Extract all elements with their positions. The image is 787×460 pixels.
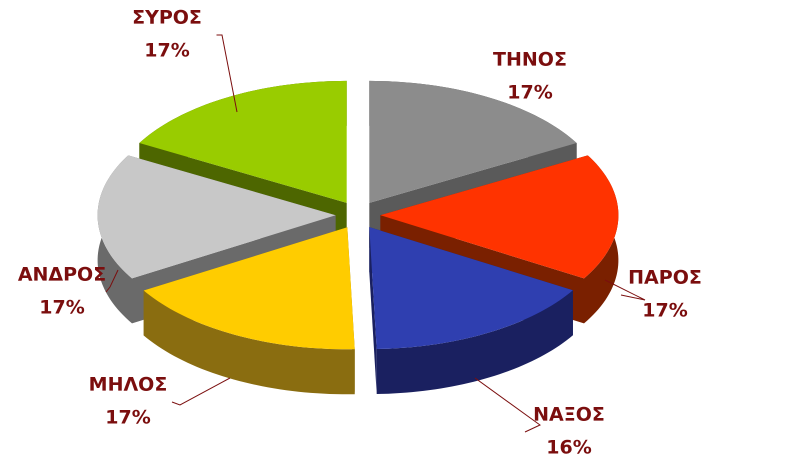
leader-line bbox=[105, 269, 119, 293]
leader-line bbox=[171, 377, 231, 406]
leader-line bbox=[474, 377, 541, 433]
slice-label: ΣΥΡΟΣ bbox=[132, 7, 202, 29]
value-label: 17% bbox=[507, 82, 552, 104]
slice-wall bbox=[143, 290, 355, 395]
leader-line bbox=[216, 34, 238, 113]
slice-label: ΑΝΔΡΟΣ bbox=[18, 264, 106, 286]
slice bbox=[369, 227, 573, 350]
slice bbox=[143, 227, 355, 350]
slice bbox=[139, 80, 347, 203]
value-label: 17% bbox=[642, 300, 687, 322]
slice-label: ΠΑΡΟΣ bbox=[628, 267, 702, 289]
slice-label: ΤΗΝΟΣ bbox=[493, 49, 567, 71]
value-label: 16% bbox=[546, 437, 591, 457]
slice bbox=[369, 80, 577, 203]
slice-wall bbox=[376, 290, 573, 395]
value-label: 17% bbox=[39, 297, 84, 319]
slice-label: ΝΑΞΟΣ bbox=[533, 404, 605, 426]
value-label: 17% bbox=[105, 407, 150, 429]
leader-line bbox=[604, 279, 646, 301]
value-label: 17% bbox=[144, 40, 189, 62]
slice bbox=[380, 155, 619, 279]
slice bbox=[97, 155, 336, 279]
slice-label: ΜΗΛΟΣ bbox=[89, 374, 168, 396]
slice-side bbox=[369, 227, 377, 395]
